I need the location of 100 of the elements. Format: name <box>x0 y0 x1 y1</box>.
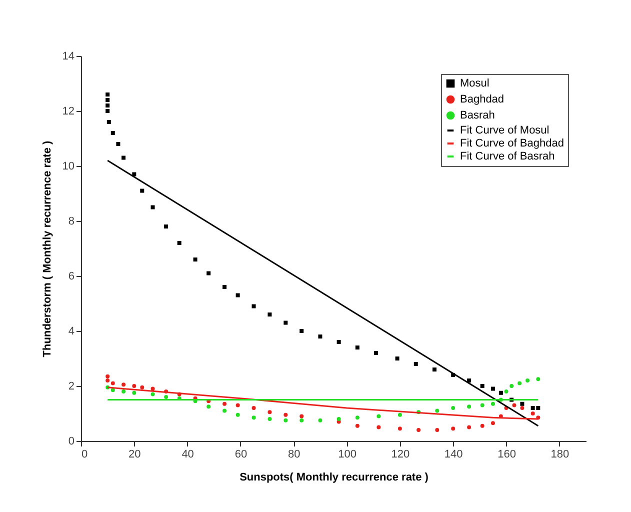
y-tick-label: 6 <box>68 270 74 282</box>
point <box>355 416 360 420</box>
point <box>140 385 144 390</box>
x-tick-label: 80 <box>288 448 300 460</box>
point <box>530 406 535 410</box>
y-tick-label: 0 <box>68 436 74 448</box>
point <box>467 425 472 430</box>
point <box>536 406 540 410</box>
y-axis-title: Thunderstorm ( Monthly recurrence rate ) <box>41 140 54 358</box>
y-tick-label: 8 <box>68 216 74 228</box>
point <box>236 403 240 408</box>
legend-label: Fit Curve of Baghdad <box>460 138 564 150</box>
point <box>206 404 211 409</box>
y-tick-label: 10 <box>62 160 74 172</box>
point <box>222 408 227 413</box>
legend-label: Fit Curve of Mosul <box>460 124 550 136</box>
point <box>520 402 524 406</box>
x-tick-label: 40 <box>182 448 194 460</box>
point <box>106 104 110 108</box>
point <box>518 381 522 386</box>
point <box>526 378 530 382</box>
point <box>520 406 524 410</box>
point <box>480 384 484 388</box>
point <box>416 428 421 432</box>
point <box>398 426 402 431</box>
point <box>268 410 272 414</box>
point <box>376 425 381 430</box>
point <box>177 241 182 245</box>
point <box>336 417 341 421</box>
point <box>512 403 516 408</box>
point <box>530 412 535 416</box>
point <box>110 388 115 392</box>
point <box>504 390 508 394</box>
point <box>122 156 126 160</box>
point <box>164 224 168 228</box>
legend-label: Baghdad <box>460 94 504 106</box>
point <box>252 304 256 308</box>
point <box>150 205 155 210</box>
point <box>122 390 126 394</box>
point <box>150 392 155 396</box>
point <box>268 417 272 421</box>
point <box>318 334 322 338</box>
x-tick-label: 20 <box>128 448 141 460</box>
point <box>300 329 304 333</box>
point <box>106 374 110 378</box>
point <box>498 390 503 395</box>
point <box>222 285 227 289</box>
point <box>116 142 120 146</box>
point <box>284 320 288 325</box>
x-tick-label: 120 <box>391 448 410 460</box>
point <box>467 378 472 382</box>
point <box>336 340 341 344</box>
point <box>252 416 256 420</box>
point <box>300 418 304 422</box>
point <box>284 418 288 422</box>
y-tick-label: 2 <box>68 380 74 392</box>
point <box>132 390 136 395</box>
point <box>284 412 288 417</box>
point <box>236 412 240 417</box>
point <box>122 382 126 387</box>
x-tick-label: 140 <box>444 448 463 460</box>
x-tick-label: 60 <box>234 448 248 460</box>
point <box>110 381 115 386</box>
point <box>355 346 360 350</box>
point <box>536 377 540 382</box>
point <box>451 406 456 410</box>
point <box>376 414 381 418</box>
point <box>236 293 240 298</box>
x-tick-label: 0 <box>82 448 88 460</box>
point <box>510 384 514 388</box>
point <box>374 351 378 355</box>
point <box>467 404 472 409</box>
legend-label: Mosul <box>460 78 490 90</box>
point <box>106 109 110 113</box>
point <box>355 424 360 428</box>
legend-label: Fit Curve of Basrah <box>460 150 555 162</box>
point <box>140 188 144 193</box>
x-tick-label: 160 <box>498 448 516 460</box>
point <box>414 362 418 366</box>
point <box>150 386 155 391</box>
point <box>106 98 110 102</box>
line-series <box>106 386 539 420</box>
point <box>106 120 111 124</box>
x-axis-title: Sunspots( Monthly recurrence rate ) <box>240 472 429 484</box>
point <box>300 414 304 418</box>
point <box>490 421 495 426</box>
x-tick-label: 100 <box>338 448 356 460</box>
y-tick-label: 14 <box>62 50 74 62</box>
point <box>490 402 495 406</box>
y-tick-label: 12 <box>62 106 74 118</box>
point <box>106 92 110 96</box>
point <box>435 428 440 432</box>
point <box>206 271 211 276</box>
point <box>193 258 198 262</box>
point <box>435 408 440 413</box>
point <box>252 406 256 410</box>
point <box>490 386 495 391</box>
point <box>398 412 402 417</box>
point <box>395 356 400 360</box>
legend-label: Basrah <box>460 110 495 122</box>
